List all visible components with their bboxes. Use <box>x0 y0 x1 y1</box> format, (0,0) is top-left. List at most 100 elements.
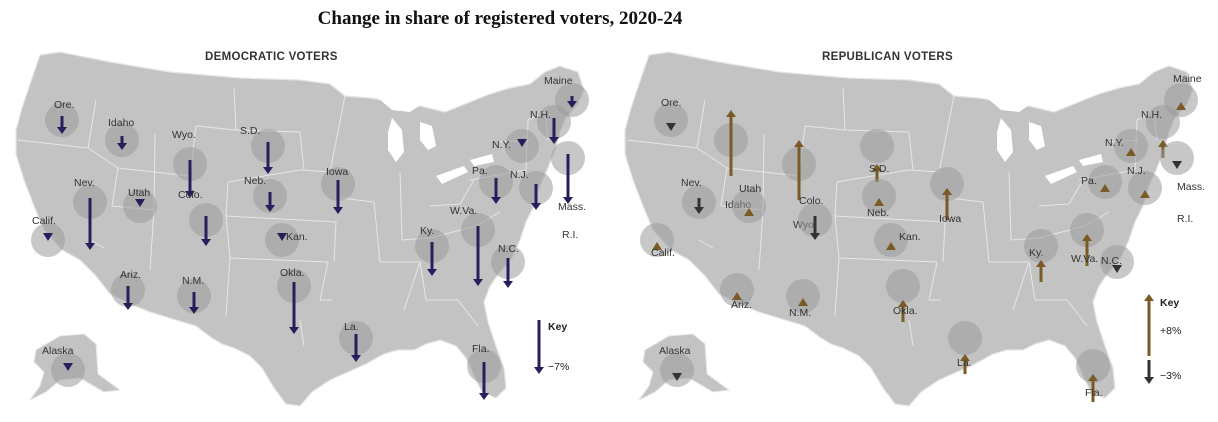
rep-arrow-ky <box>1036 260 1046 282</box>
dem-key: Key −7% <box>534 320 569 374</box>
dem-arrow-maine <box>567 96 577 108</box>
state-label-ore: Ore. <box>54 99 74 111</box>
dem-arrow-nev <box>85 198 95 250</box>
state-label-mass: Mass. <box>1177 181 1205 193</box>
state-label-ny: N.Y. <box>492 139 511 151</box>
state-label-ariz: Ariz. <box>120 269 141 281</box>
state-border <box>299 169 331 173</box>
state-shade <box>1076 349 1110 383</box>
dem-arrow-ore <box>57 116 67 134</box>
dem-arrow-okla <box>289 282 299 334</box>
state-label-ri: R.I. <box>1177 213 1193 225</box>
state-border <box>333 221 337 263</box>
state-label-nj: N.J. <box>1127 165 1146 177</box>
state-shade <box>1100 245 1134 279</box>
rep-arrow-colo <box>810 216 820 240</box>
us-outline <box>624 51 1194 407</box>
rep-arrow-idaho <box>726 110 736 176</box>
state-label-ariz: Ariz. <box>731 299 752 311</box>
state-label-kan: Kan. <box>899 231 921 243</box>
state-label-pa: Pa. <box>472 165 488 177</box>
state-label-calif: Calif. <box>651 247 675 259</box>
state-label-nj: N.J. <box>510 169 529 181</box>
state-shade <box>640 223 674 257</box>
state-label-okla: Okla. <box>280 267 305 279</box>
dem-arrow-mass <box>563 154 573 204</box>
rep-marker-nm <box>798 298 808 306</box>
great-lake <box>997 118 1013 162</box>
state-border <box>329 95 346 173</box>
state-border <box>373 201 381 263</box>
state-label-wyo: Wyo. <box>172 129 196 141</box>
state-border <box>1012 261 1030 311</box>
state-border <box>87 147 119 169</box>
state-label-la: La. <box>957 357 972 369</box>
state-label-colo: Colo. <box>799 195 824 207</box>
state-border <box>834 215 910 221</box>
state-border <box>459 179 475 205</box>
rep-panel-title: REPUBLICAN VOTERS <box>822 51 953 63</box>
dem-key-title: Key <box>548 321 567 333</box>
state-label-sd: S.D. <box>240 125 260 137</box>
state-border <box>758 209 764 271</box>
state-label-ny: N.Y. <box>1105 137 1124 149</box>
dem-arrow-ariz <box>123 286 133 310</box>
dem-arrow-nh <box>549 118 559 144</box>
us-basemap <box>15 51 585 407</box>
state-border <box>225 215 231 259</box>
state-border <box>834 181 838 217</box>
rep-marker-nj <box>1140 190 1150 198</box>
rep-marker-calif <box>652 242 662 250</box>
rep-marker-kan <box>886 242 896 250</box>
state-border <box>1068 179 1084 205</box>
us-outline <box>15 51 585 407</box>
dem-arrow-wva <box>473 226 483 286</box>
state-border <box>908 169 940 173</box>
great-lake <box>378 96 425 112</box>
state-border <box>1008 171 1012 241</box>
state-border <box>149 209 155 271</box>
state-border <box>838 257 938 263</box>
rep-arrow-fla <box>1088 374 1098 402</box>
rep-arrow-okla <box>898 300 908 322</box>
state-border <box>419 261 427 301</box>
state-border <box>195 125 237 131</box>
rep-marker-utah <box>744 208 754 216</box>
democratic-voters-map: Ore. Idaho Wyo. S.D. Nev. Utah Colo. Neb. Iowa Ka… <box>15 51 589 407</box>
dem-arrow-la <box>351 334 361 362</box>
state-border <box>111 167 119 207</box>
rep-marker-ore <box>666 123 676 131</box>
state-border <box>696 99 706 149</box>
state-border <box>429 203 461 207</box>
state-label-nh: N.H. <box>1141 109 1162 121</box>
state-border <box>229 257 329 263</box>
state-shade <box>948 321 982 355</box>
state-label-ky: Ky. <box>1029 247 1043 259</box>
state-label-ri: R.I. <box>562 229 578 241</box>
state-shade <box>1128 171 1162 205</box>
dem-key-value: −7% <box>548 361 569 373</box>
rep-arrow-nev <box>694 198 704 214</box>
state-border <box>928 261 938 301</box>
state-shade <box>1164 83 1198 117</box>
rep-key: Key +8% −3% <box>1144 294 1181 384</box>
great-lake <box>436 166 468 184</box>
rep-key-down-arrow <box>1144 360 1154 384</box>
state-border <box>89 239 105 249</box>
rep-arrow-la <box>960 354 970 374</box>
state-border <box>938 95 955 173</box>
state-label-utah: Utah <box>739 183 761 195</box>
state-shade <box>862 179 896 213</box>
state-border <box>87 99 97 149</box>
dem-arrow-idaho <box>117 136 127 150</box>
rep-key-up-value: +8% <box>1160 325 1181 337</box>
state-label-neb: Neb. <box>244 175 266 187</box>
state-label-iowa: Iowa <box>326 166 348 178</box>
dem-arrow-nm <box>189 292 199 314</box>
state-border <box>1066 299 1088 327</box>
state-label-nm: N.M. <box>789 307 811 319</box>
state-border <box>942 221 946 263</box>
state-border <box>720 167 728 207</box>
rep-arrow-wyo <box>794 140 804 200</box>
dem-marker-alaska <box>63 363 73 371</box>
